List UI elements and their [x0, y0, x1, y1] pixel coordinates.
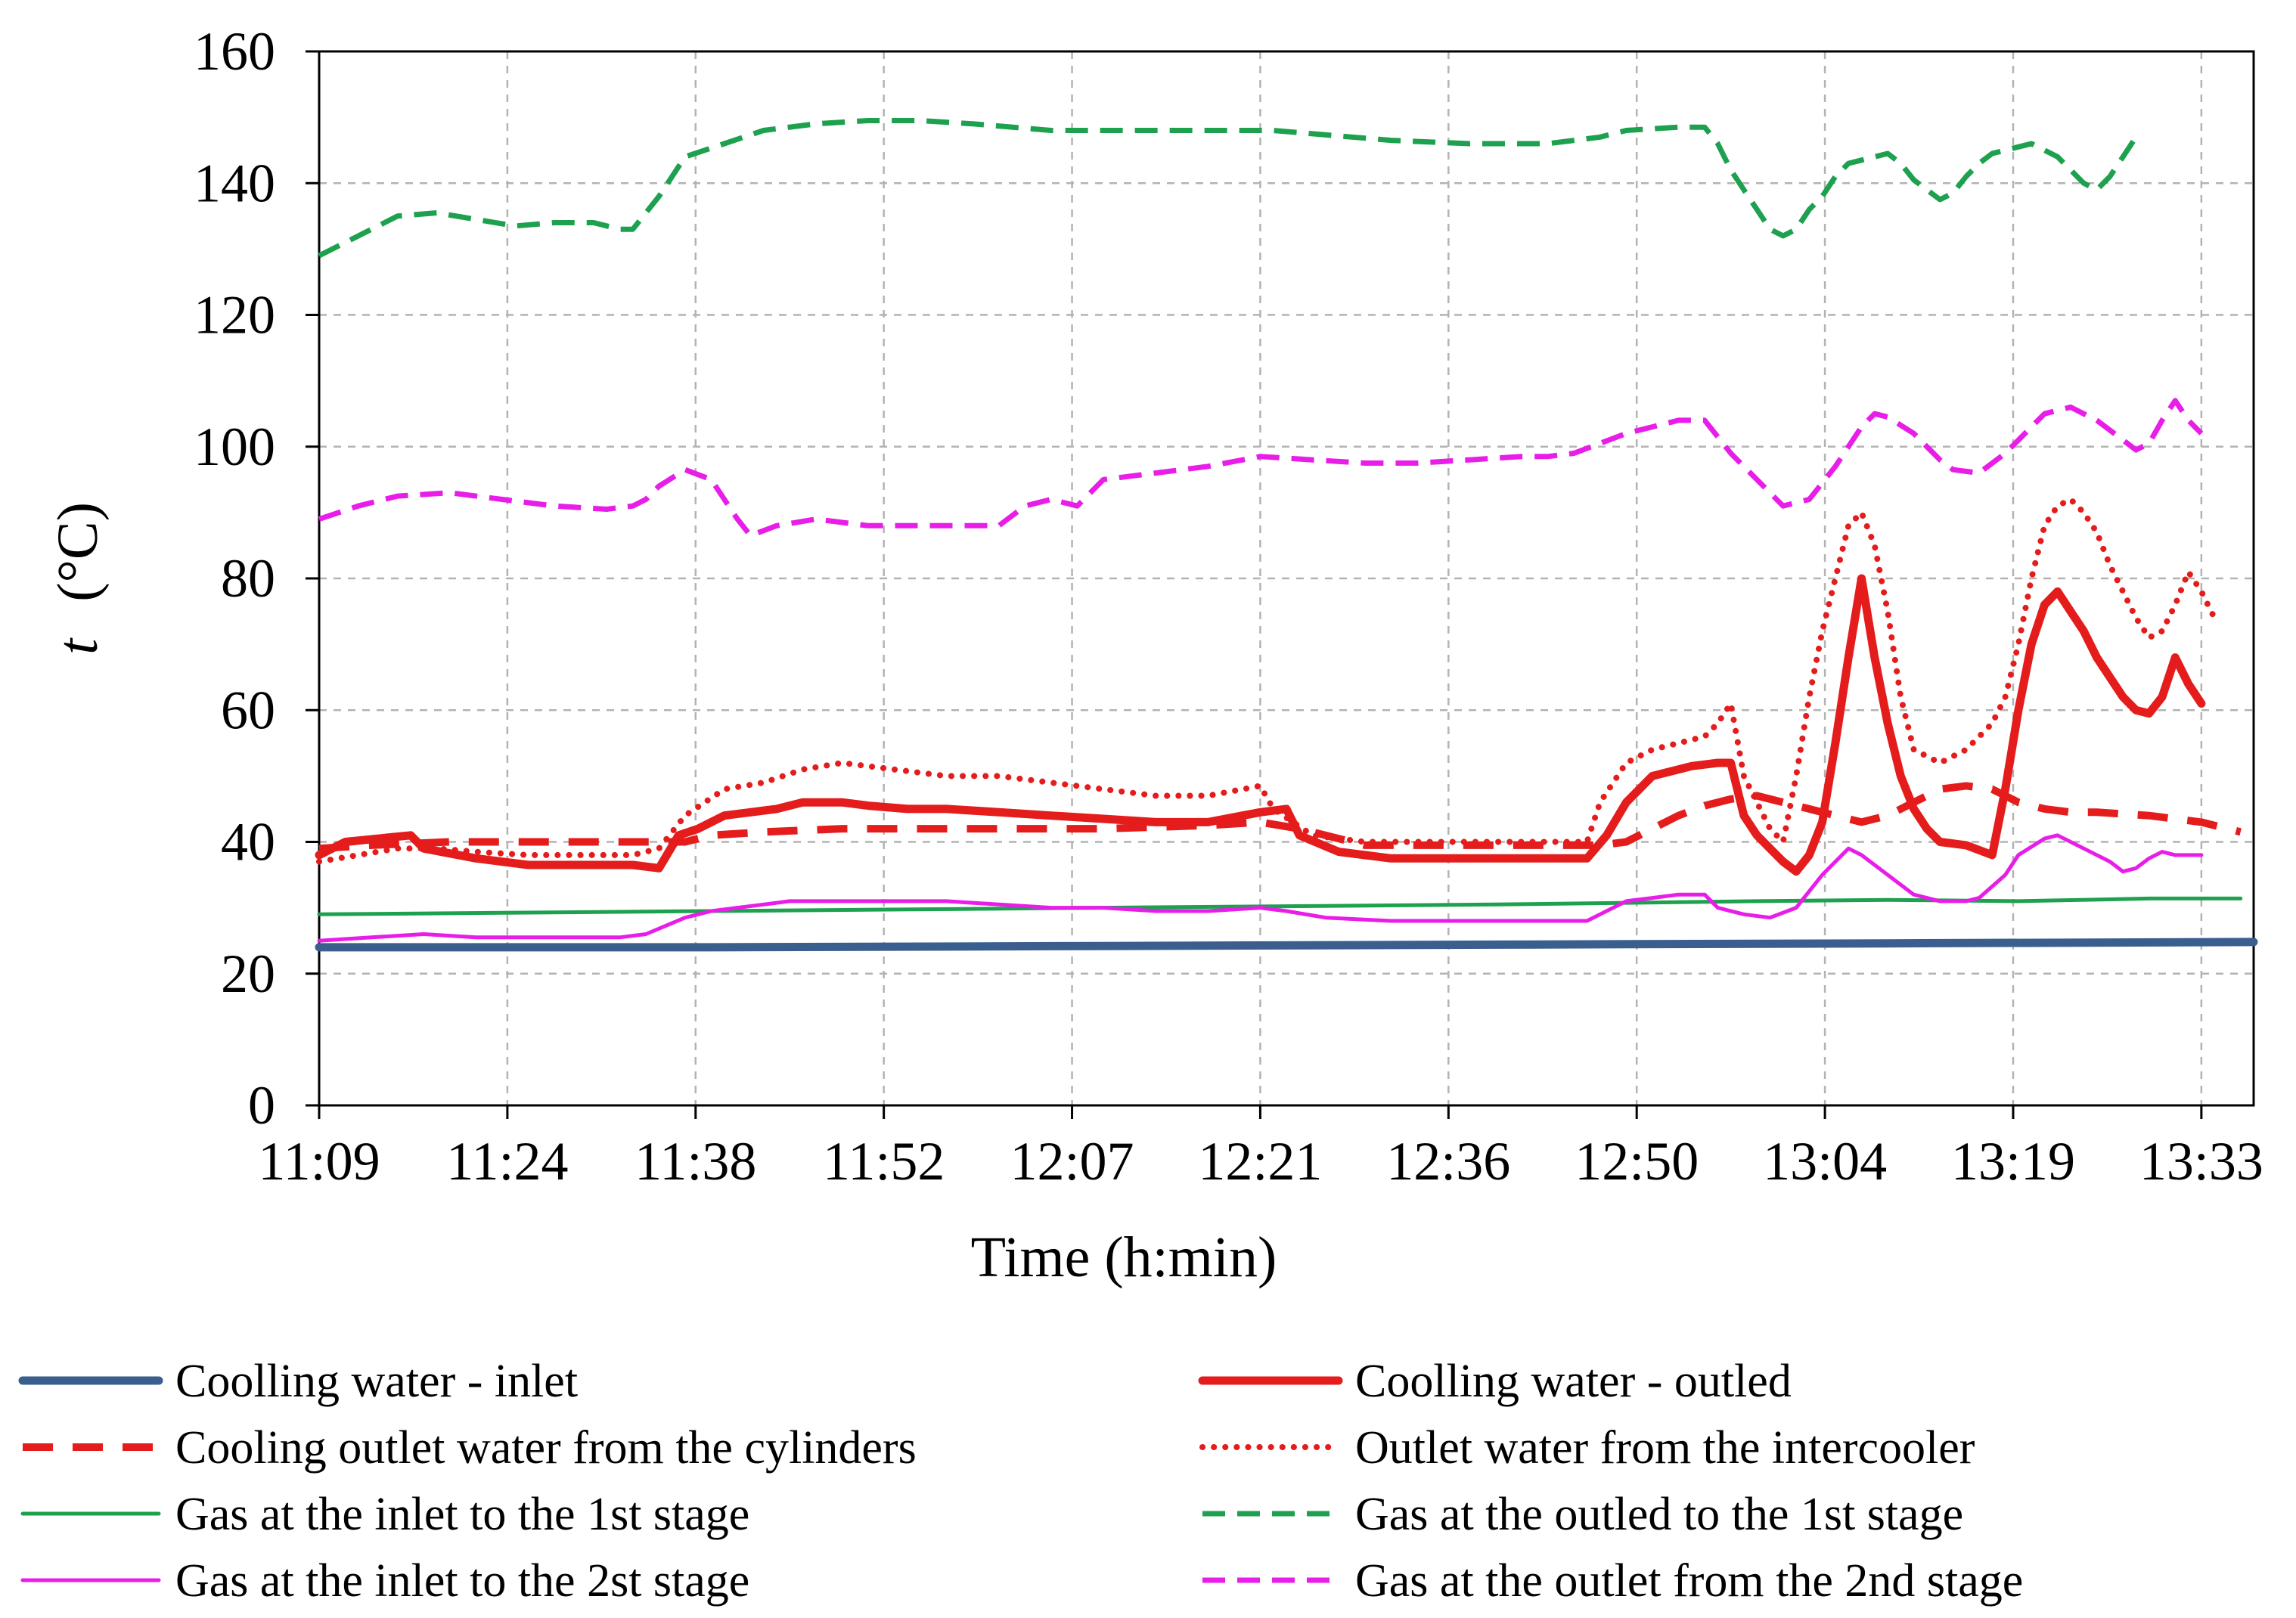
- series-line-2: [315, 574, 2206, 876]
- y-tick-label: 60: [221, 680, 275, 740]
- axis-layer: 0 20 40 60 80 100 120 140 160 11:09 11:24 11:38 11:5…: [194, 21, 2263, 1192]
- x-axis-title: Time (h:min): [971, 1226, 1277, 1289]
- x-tick-label: 11:24: [446, 1131, 568, 1192]
- legend-label-8: Gas at the outlet from the 2nd stage: [1355, 1555, 2023, 1607]
- series-line-5: [317, 896, 2243, 916]
- y-tick-label: 120: [194, 285, 275, 346]
- x-tick-label: 13:19: [1951, 1131, 2075, 1192]
- legend-label-4: Outlet water from the intercooler: [1355, 1422, 1975, 1474]
- y-axis-title-unit: (°C): [46, 502, 110, 602]
- legend-label-5: Gas at the inlet to the 1st stage: [175, 1489, 749, 1540]
- x-tick-label: 11:09: [258, 1131, 380, 1192]
- series-line-1: [315, 938, 2258, 952]
- x-tick-label: 13:33: [2139, 1131, 2263, 1192]
- y-tick-label: 0: [248, 1075, 275, 1136]
- x-tick-label: 12:50: [1575, 1131, 1699, 1192]
- legend-label-6: Gas at the outled to the 1st stage: [1355, 1489, 1963, 1540]
- legend-label-7: Gas at the inlet to the 2st stage: [175, 1555, 749, 1607]
- y-tick-label: 40: [221, 812, 275, 873]
- series-layer: [315, 118, 2258, 952]
- y-axis-title: t (°C): [46, 502, 110, 655]
- series-line-7: [317, 833, 2204, 943]
- x-tick-label: 12:07: [1010, 1131, 1134, 1192]
- series-line-8: [318, 398, 2204, 538]
- x-tick-label: 11:38: [635, 1131, 756, 1192]
- x-tick-label: 13:04: [1763, 1131, 1887, 1192]
- grid-layer: [319, 51, 2254, 1105]
- y-tick-label: 160: [194, 21, 275, 82]
- y-tick-label: 100: [194, 417, 275, 477]
- legend: Coolling water - inlet Coolling water - o…: [18, 1356, 2023, 1607]
- y-tick-label: 140: [194, 153, 275, 213]
- x-tick-label: 12:21: [1198, 1131, 1322, 1192]
- legend-label-1: Coolling water - inlet: [175, 1356, 578, 1407]
- y-tick-label: 20: [221, 944, 275, 1004]
- series-line-3: [318, 782, 2242, 853]
- series-line-6: [318, 118, 2139, 259]
- legend-label-2: Coolling water - outled: [1355, 1356, 1792, 1407]
- x-tick-label: 11:52: [823, 1131, 945, 1192]
- y-axis-title-variable: t: [46, 637, 110, 655]
- x-tick-label: 12:36: [1386, 1131, 1510, 1192]
- y-tick-label: 80: [221, 548, 275, 609]
- legend-label-3: Cooling outlet water from the cylinders: [175, 1422, 917, 1474]
